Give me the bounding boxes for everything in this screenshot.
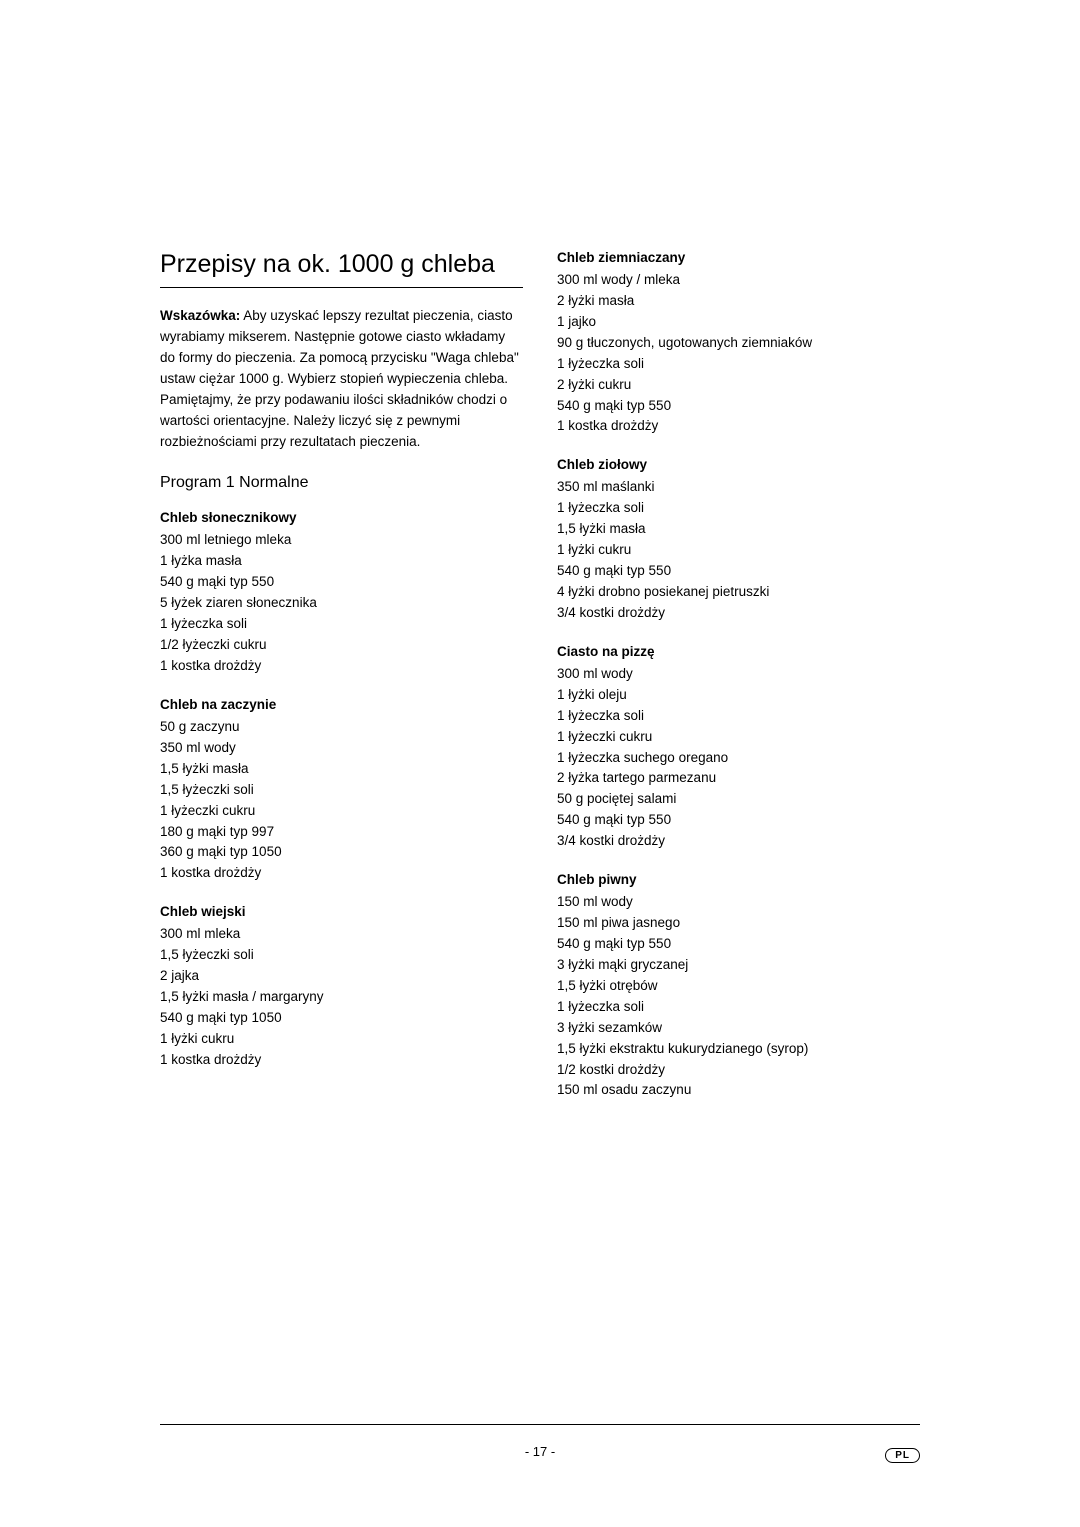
ingredient-list: 300 ml mleka1,5 łyżeczki soli2 jajka1,5 …	[160, 924, 523, 1070]
ingredient-line: 1 łyżki cukru	[557, 540, 920, 561]
section-heading: Program 1 Normalne	[160, 474, 523, 492]
ingredient-list: 300 ml letniego mleka1 łyżka masła540 g …	[160, 530, 523, 676]
intro-paragraph: Wskazówka: Aby uzyskać lepszy rezultat p…	[160, 306, 523, 452]
ingredient-line: 2 łyżki cukru	[557, 375, 920, 396]
recipe-block: Chleb słonecznikowy 300 ml letniego mleka…	[160, 510, 523, 676]
ingredient-list: 50 g zaczynu350 ml wody1,5 łyżki masła1,…	[160, 717, 523, 884]
ingredient-line: 540 g mąki typ 550	[557, 810, 920, 831]
ingredient-line: 1 łyżki oleju	[557, 685, 920, 706]
left-recipes: Chleb słonecznikowy 300 ml letniego mleka…	[160, 510, 523, 1070]
ingredient-list: 350 ml maślanki1 łyżeczka soli1,5 łyżki …	[557, 477, 920, 623]
ingredient-line: 540 g mąki typ 550	[557, 934, 920, 955]
ingredient-line: 1/2 łyżeczki cukru	[160, 635, 523, 656]
ingredient-list: 300 ml wody1 łyżki oleju1 łyżeczka soli1…	[557, 664, 920, 852]
ingredient-list: 150 ml wody150 ml piwa jasnego540 g mąki…	[557, 892, 920, 1101]
ingredient-line: 1,5 łyżki masła	[557, 519, 920, 540]
ingredient-line: 2 łyżki masła	[557, 291, 920, 312]
ingredient-line: 5 łyżek ziaren słonecznika	[160, 593, 523, 614]
ingredient-line: 1 łyżeczka soli	[557, 498, 920, 519]
ingredient-line: 540 g mąki typ 1050	[160, 1008, 523, 1029]
right-recipes: Chleb ziemniaczany300 ml wody / mleka2 ł…	[557, 250, 920, 1101]
recipe-block: Chleb ziołowy 350 ml maślanki1 łyżeczka s…	[557, 457, 920, 623]
ingredient-line: 300 ml wody / mleka	[557, 270, 920, 291]
ingredient-line: 1 łyżeczka soli	[160, 614, 523, 635]
footer-divider	[160, 1424, 920, 1425]
ingredient-line: 50 g pociętej salami	[557, 789, 920, 810]
ingredient-line: 1,5 łyżki masła / margaryny	[160, 987, 523, 1008]
ingredient-line: 350 ml wody	[160, 738, 523, 759]
ingredient-line: 1 łyżeczki cukru	[160, 801, 523, 822]
language-badge: PL	[885, 1448, 920, 1463]
ingredient-line: 1 łyżeczki cukru	[557, 727, 920, 748]
ingredient-line: 1,5 łyżki masła	[160, 759, 523, 780]
ingredient-line: 540 g mąki typ 550	[557, 561, 920, 582]
ingredient-line: 90 g tłuczonych, ugotowanych ziemniaków	[557, 333, 920, 354]
right-column: Chleb ziemniaczany300 ml wody / mleka2 ł…	[557, 250, 920, 1121]
ingredient-line: 4 łyżki drobno posiekanej pietruszki	[557, 582, 920, 603]
ingredient-line: 300 ml wody	[557, 664, 920, 685]
intro-text: Aby uzyskać lepszy rezultat pieczenia, c…	[160, 308, 519, 449]
ingredient-line: 1 kostka drożdży	[557, 416, 920, 437]
ingredient-line: 350 ml maślanki	[557, 477, 920, 498]
recipe-title: Ciasto na pizzę	[557, 644, 920, 659]
recipe-title: Chleb na zaczynie	[160, 697, 523, 712]
ingredient-line: 300 ml letniego mleka	[160, 530, 523, 551]
columns-wrapper: Przepisy na ok. 1000 g chleba Wskazówka:…	[160, 250, 920, 1121]
ingredient-line: 1,5 łyżki ekstraktu kukurydzianego (syro…	[557, 1039, 920, 1060]
recipe-title: Chleb piwny	[557, 872, 920, 887]
page-title: Przepisy na ok. 1000 g chleba	[160, 250, 523, 288]
recipe-title: Chleb wiejski	[160, 904, 523, 919]
recipe-title: Chleb słonecznikowy	[160, 510, 523, 525]
ingredient-line: 1,5 łyżeczki soli	[160, 780, 523, 801]
ingredient-line: 1 łyżeczka soli	[557, 997, 920, 1018]
ingredient-line: 150 ml osadu zaczynu	[557, 1080, 920, 1101]
ingredient-line: 360 g mąki typ 1050	[160, 842, 523, 863]
ingredient-line: 1 łyżeczka soli	[557, 706, 920, 727]
recipe-title: Chleb ziemniaczany	[557, 250, 920, 265]
ingredient-line: 2 łyżka tartego parmezanu	[557, 768, 920, 789]
ingredient-line: 1 łyżeczka soli	[557, 354, 920, 375]
ingredient-line: 150 ml piwa jasnego	[557, 913, 920, 934]
ingredient-line: 1 kostka drożdży	[160, 863, 523, 884]
page-content: Przepisy na ok. 1000 g chleba Wskazówka:…	[0, 0, 1080, 1121]
ingredient-line: 3 łyżki sezamków	[557, 1018, 920, 1039]
ingredient-line: 300 ml mleka	[160, 924, 523, 945]
ingredient-line: 3/4 kostki drożdży	[557, 831, 920, 852]
ingredient-line: 1 łyżeczka suchego oregano	[557, 748, 920, 769]
ingredient-line: 540 g mąki typ 550	[160, 572, 523, 593]
ingredient-line: 3 łyżki mąki gryczanej	[557, 955, 920, 976]
recipe-block: Chleb wiejski 300 ml mleka1,5 łyżeczki so…	[160, 904, 523, 1070]
ingredient-line: 1 jajko	[557, 312, 920, 333]
ingredient-line: 1 kostka drożdży	[160, 1050, 523, 1071]
ingredient-line: 1 łyżki cukru	[160, 1029, 523, 1050]
ingredient-line: 150 ml wody	[557, 892, 920, 913]
ingredient-line: 1 łyżka masła	[160, 551, 523, 572]
recipe-title: Chleb ziołowy	[557, 457, 920, 472]
intro-lead: Wskazówka:	[160, 308, 240, 323]
ingredient-line: 1 kostka drożdży	[160, 656, 523, 677]
ingredient-line: 2 jajka	[160, 966, 523, 987]
ingredient-line: 180 g mąki typ 997	[160, 822, 523, 843]
ingredient-line: 540 g mąki typ 550	[557, 396, 920, 417]
recipe-block: Chleb na zaczynie 50 g zaczynu350 ml wody…	[160, 697, 523, 884]
recipe-block: Chleb piwny 150 ml wody150 ml piwa jasneg…	[557, 872, 920, 1101]
ingredient-line: 1,5 łyżeczki soli	[160, 945, 523, 966]
ingredient-line: 1/2 kostki drożdży	[557, 1060, 920, 1081]
recipe-block: Chleb ziemniaczany300 ml wody / mleka2 ł…	[557, 250, 920, 437]
recipe-block: Ciasto na pizzę300 ml wody1 łyżki oleju1…	[557, 644, 920, 852]
left-column: Przepisy na ok. 1000 g chleba Wskazówka:…	[160, 250, 523, 1121]
ingredient-line: 50 g zaczynu	[160, 717, 523, 738]
ingredient-line: 3/4 kostki drożdży	[557, 603, 920, 624]
ingredient-line: 1,5 łyżki otrębów	[557, 976, 920, 997]
ingredient-list: 300 ml wody / mleka2 łyżki masła1 jajko9…	[557, 270, 920, 437]
